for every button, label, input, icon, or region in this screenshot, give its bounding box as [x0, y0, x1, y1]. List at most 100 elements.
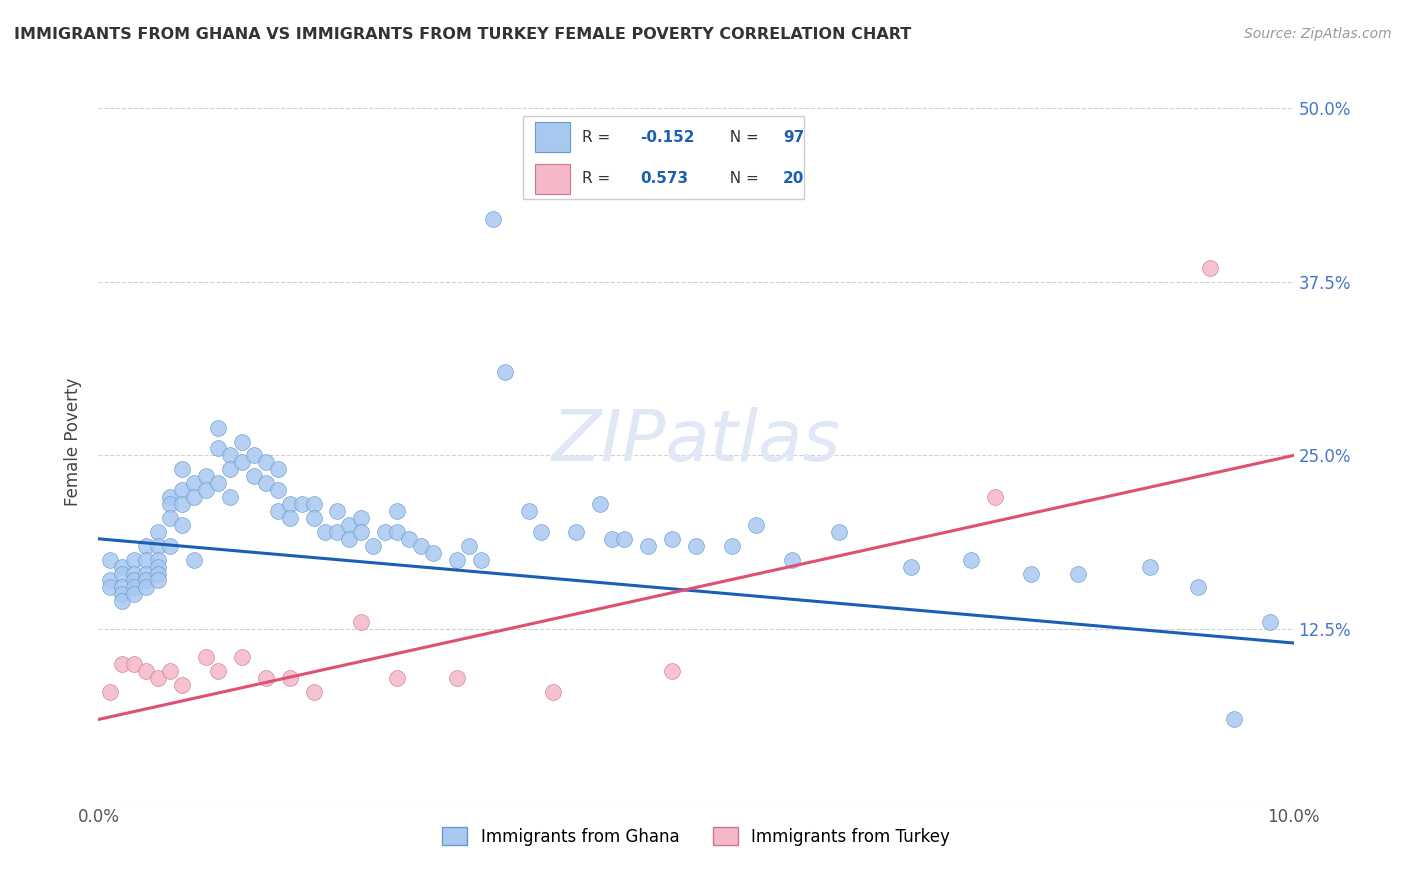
Point [135, 566, 157, 581]
Point [207, 664, 229, 678]
Point [195, 649, 218, 664]
FancyBboxPatch shape [523, 117, 804, 200]
Point [565, 524, 588, 539]
Point [422, 546, 444, 560]
Point [195, 483, 218, 498]
Point [661, 664, 683, 678]
Point [135, 664, 157, 678]
Point [613, 532, 636, 546]
Text: 0.573: 0.573 [640, 171, 688, 186]
Point [326, 524, 349, 539]
Point [148, 552, 170, 566]
Point [207, 476, 229, 491]
Point [207, 442, 229, 456]
Point [302, 684, 325, 698]
Point [541, 684, 564, 698]
Point [172, 462, 194, 476]
Point [315, 524, 337, 539]
Point [1139, 559, 1161, 574]
Point [363, 539, 385, 553]
Point [148, 524, 170, 539]
Point [111, 657, 134, 671]
Point [111, 566, 134, 581]
Point [135, 539, 157, 553]
Point [159, 511, 181, 525]
Text: N =: N = [720, 171, 763, 186]
Point [960, 552, 983, 566]
Point [254, 455, 277, 469]
Point [159, 497, 181, 511]
Point [721, 539, 744, 553]
Point [148, 671, 170, 685]
Point [195, 469, 218, 483]
Point [637, 539, 659, 553]
Point [385, 524, 409, 539]
Point [124, 657, 146, 671]
Point [470, 552, 492, 566]
Bar [534, 122, 571, 153]
Point [350, 511, 373, 525]
Point [135, 581, 157, 595]
Point [494, 365, 516, 379]
Point [1223, 713, 1246, 727]
Point [98, 552, 122, 566]
Point [111, 559, 134, 574]
Point [254, 476, 277, 491]
Point [278, 511, 301, 525]
Text: Source: ZipAtlas.com: Source: ZipAtlas.com [1244, 27, 1392, 41]
Point [124, 552, 146, 566]
Text: R =: R = [582, 129, 616, 145]
Point [339, 532, 361, 546]
Point [159, 539, 181, 553]
Point [148, 539, 170, 553]
Point [780, 552, 803, 566]
Point [267, 504, 290, 518]
Point [231, 649, 253, 664]
Point [828, 524, 851, 539]
Point [1067, 566, 1090, 581]
Point [172, 483, 194, 498]
Point [243, 469, 266, 483]
Legend: Immigrants from Ghana, Immigrants from Turkey: Immigrants from Ghana, Immigrants from T… [436, 821, 956, 852]
Point [135, 552, 157, 566]
Point [302, 511, 325, 525]
Point [685, 539, 707, 553]
Point [385, 504, 409, 518]
Point [398, 532, 420, 546]
Point [1019, 566, 1042, 581]
Point [517, 504, 540, 518]
Point [219, 490, 242, 504]
Point [219, 462, 242, 476]
Point [172, 497, 194, 511]
Point [172, 517, 194, 532]
Text: 20: 20 [783, 171, 804, 186]
Point [302, 497, 325, 511]
Point [148, 574, 170, 588]
Point [159, 664, 181, 678]
Point [183, 552, 205, 566]
Point [98, 574, 122, 588]
Point [446, 671, 468, 685]
Point [458, 539, 481, 553]
Point [339, 517, 361, 532]
Point [98, 684, 122, 698]
Text: -0.152: -0.152 [640, 129, 695, 145]
Point [411, 539, 433, 553]
Point [135, 574, 157, 588]
Point [124, 581, 146, 595]
Point [183, 476, 205, 491]
Point [291, 497, 314, 511]
Point [589, 497, 612, 511]
Point [148, 566, 170, 581]
Point [231, 455, 253, 469]
Point [267, 462, 290, 476]
Point [124, 566, 146, 581]
Point [350, 524, 373, 539]
Point [267, 483, 290, 498]
Point [1258, 615, 1281, 630]
Point [1187, 581, 1209, 595]
Point [446, 552, 468, 566]
Point [207, 420, 229, 434]
Point [172, 678, 194, 692]
Point [254, 671, 277, 685]
